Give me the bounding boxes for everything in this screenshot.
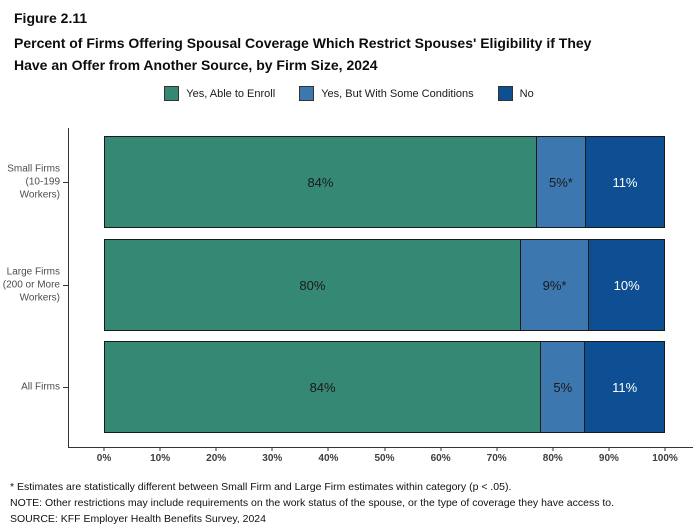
bar-segment: 11% — [584, 342, 664, 432]
x-tick-mark — [103, 447, 105, 451]
segment-value-label: 10% — [613, 277, 640, 293]
footnote-source: SOURCE: KFF Employer Health Benefits Sur… — [10, 513, 266, 525]
bar-segment: 80% — [105, 240, 520, 330]
figure-number: Figure 2.11 — [14, 10, 88, 26]
y-axis-category-label: Large Firms (200 or More Workers) — [2, 266, 60, 304]
x-tick-mark — [664, 447, 666, 451]
y-axis-category-label: All Firms — [21, 381, 60, 393]
x-tick-label: 100% — [652, 453, 678, 464]
bar-area: 84% 5%* 11% 80% 9%* 10% 84% 5% 11% — [104, 136, 665, 433]
x-tick-label: 30% — [262, 453, 283, 464]
legend-swatch-icon — [164, 86, 180, 101]
x-tick-label: 90% — [598, 453, 619, 464]
segment-value-label: 9%* — [542, 277, 567, 293]
chart-title-line-1: Percent of Firms Offering Spousal Covera… — [14, 35, 592, 51]
x-tick-mark — [496, 447, 498, 451]
x-tick-mark — [608, 447, 610, 451]
footnote-note: NOTE: Other restrictions may include req… — [10, 497, 615, 509]
legend-label: Yes, But With Some Conditions — [321, 87, 474, 100]
bar-segment: 5% — [540, 342, 585, 432]
legend-item-1: Yes, But With Some Conditions — [299, 86, 474, 101]
segment-value-label: 11% — [612, 379, 638, 395]
segment-value-label: 84% — [309, 379, 336, 395]
legend-swatch-icon — [299, 86, 315, 101]
x-tick-label: 60% — [430, 453, 451, 464]
bar-1: 80% 9%* 10% — [104, 239, 665, 331]
footnotes: * Estimates are statistically different … — [10, 479, 698, 527]
x-axis-line — [68, 447, 693, 448]
x-tick-label: 0% — [96, 453, 112, 464]
x-tick-label: 10% — [150, 453, 171, 464]
segment-value-label: 11% — [612, 174, 638, 190]
x-tick-mark — [215, 447, 217, 451]
chart-legend: Yes, Able to Enroll Yes, But With Some Co… — [0, 86, 698, 101]
x-tick-label: 80% — [542, 453, 563, 464]
y-axis-category-label: Small Firms (10-199 Workers) — [7, 163, 60, 201]
y-tick-mark — [63, 285, 68, 286]
x-tick-mark — [327, 447, 329, 451]
segment-value-label: 5%* — [549, 174, 573, 190]
x-tick-mark — [384, 447, 385, 451]
bar-segment: 11% — [584, 137, 665, 227]
bar-segment: 9%* — [519, 240, 589, 330]
segment-value-label: 84% — [307, 174, 334, 190]
legend-item-0: Yes, Able to Enroll — [164, 86, 275, 101]
x-axis-ticks: 0% 10% 20% 30% 40% 50% 60% 70% 80% 90% 100% — [97, 447, 678, 467]
bar-segment: 5%* — [535, 137, 585, 227]
legend-swatch-icon — [497, 86, 513, 101]
x-tick-label: 50% — [374, 453, 395, 464]
segment-value-label: 80% — [299, 277, 326, 293]
bar-segment: 84% — [105, 342, 541, 432]
bar-2: 84% 5% 11% — [104, 341, 665, 433]
x-tick-mark — [440, 447, 442, 451]
chart-title-line-2: Have an Offer from Another Source, by Fi… — [14, 57, 378, 73]
bar-segment: 84% — [105, 137, 536, 227]
x-tick-label: 70% — [486, 453, 507, 464]
bar-segment: 10% — [588, 240, 664, 330]
y-tick-mark — [63, 182, 68, 183]
footnote-significance: * Estimates are statistically different … — [10, 481, 512, 493]
y-tick-mark — [63, 387, 68, 388]
x-tick-label: 20% — [206, 453, 227, 464]
y-axis-line — [68, 128, 69, 448]
segment-value-label: 5% — [553, 379, 573, 395]
legend-item-2: No — [497, 86, 534, 101]
x-tick-mark — [552, 447, 554, 451]
legend-label: Yes, Able to Enroll — [186, 87, 276, 100]
x-tick-mark — [271, 447, 273, 451]
bar-0: 84% 5%* 11% — [104, 136, 665, 228]
x-tick-label: 40% — [318, 453, 339, 464]
x-tick-mark — [159, 447, 161, 451]
y-axis-labels: Small Firms (10-199 Workers) Large Firms (20… — [0, 136, 60, 433]
legend-label: No — [519, 87, 534, 100]
